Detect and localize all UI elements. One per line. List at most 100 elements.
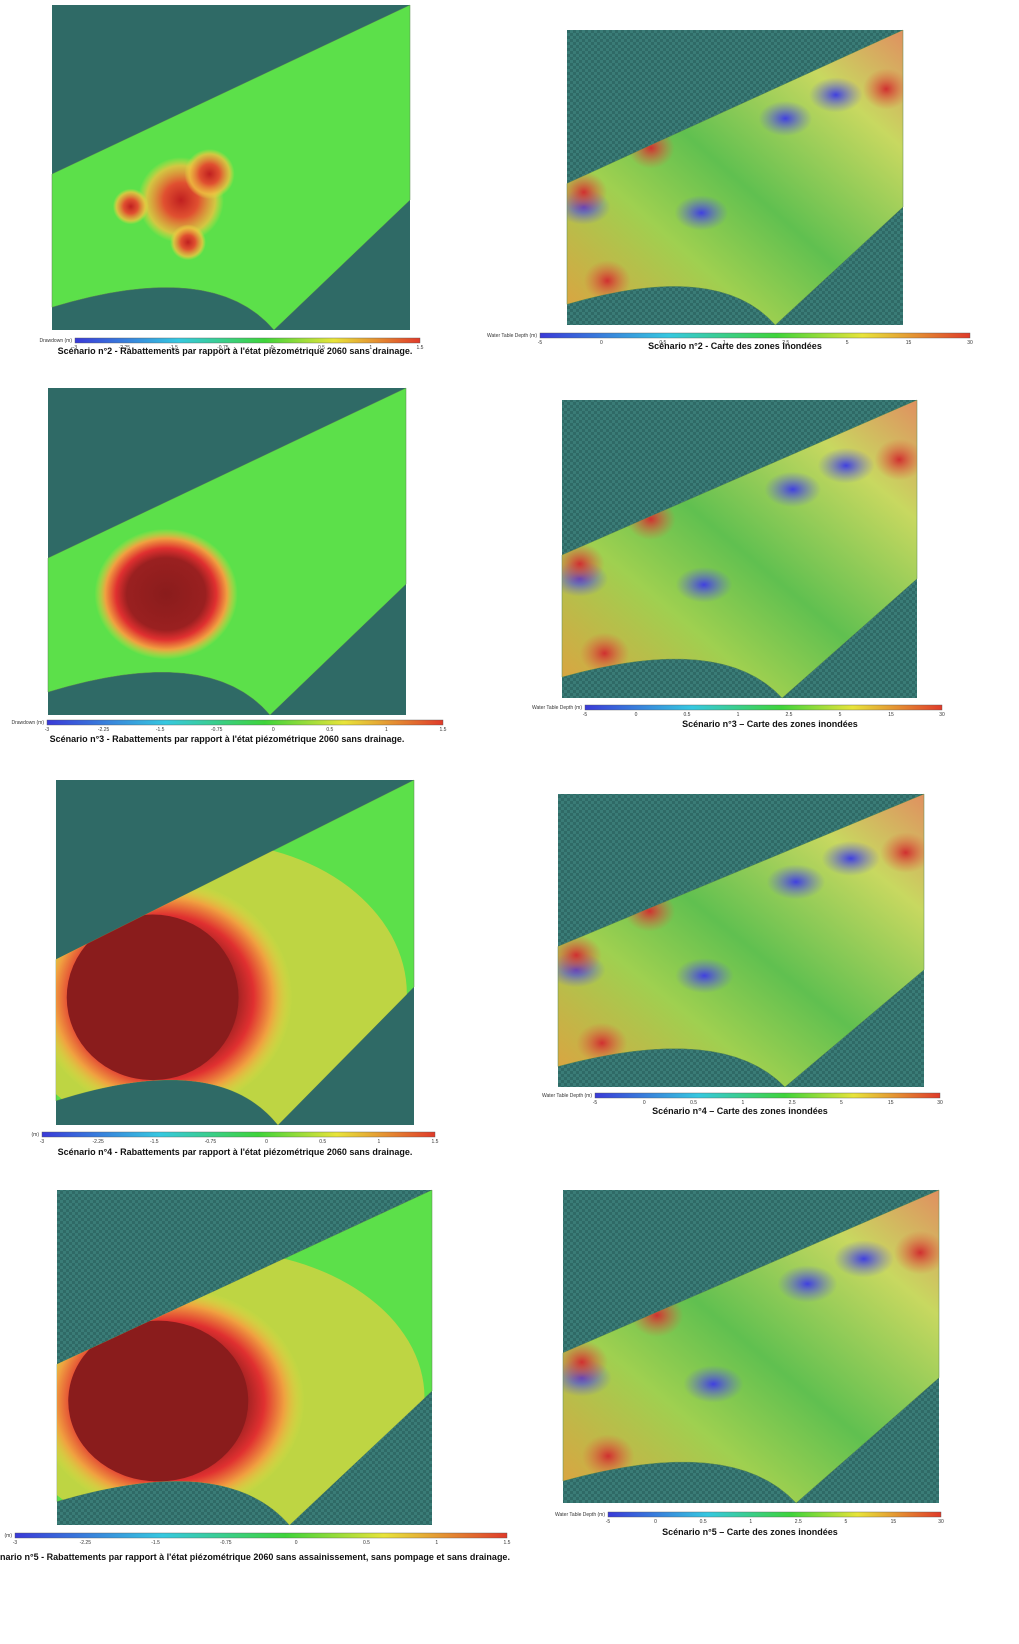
tick-label: 0: [635, 712, 638, 718]
tick-label: 1: [385, 727, 388, 733]
tick-label: 0: [654, 1519, 657, 1525]
dry-zone: [863, 68, 910, 109]
tick-label: -1.5: [156, 727, 165, 733]
tick-label: -3: [40, 1139, 45, 1145]
tick-label: 0.5: [684, 712, 691, 718]
tick-label: 1.5: [417, 345, 424, 351]
tick-label: 0.5: [319, 1139, 326, 1145]
caption: Scénario n°4 – Carte des zones inondées: [652, 1106, 828, 1116]
tick-label: 0: [272, 727, 275, 733]
flood-zone: [676, 567, 733, 603]
map-panel: Drawdown (m)-3 -2.25 -1.5 -0.75 0 0.5 1 1.5 Scén…: [11, 388, 446, 744]
tick-label: -2.25: [92, 1139, 104, 1145]
flood-zone: [777, 1265, 837, 1303]
flood-zone: [767, 864, 826, 899]
tick-label: 1.5: [440, 727, 447, 733]
tick-label: 15: [906, 340, 912, 346]
tick-label: -2.25: [80, 1540, 92, 1546]
drawdown-zone: [95, 529, 238, 660]
tick-label: -0.75: [211, 727, 223, 733]
tick-label: 15: [888, 1100, 894, 1106]
tick-label: 0.5: [363, 1540, 370, 1546]
tick-label: 30: [937, 1100, 943, 1106]
figure-page: Drawdown (m)-3-2.25-1.5-0.7500.511.5Scén…: [0, 0, 1019, 1644]
flood-zone: [809, 77, 863, 112]
tick-label: 30: [939, 712, 945, 718]
dry-zone: [880, 832, 931, 873]
tick-label: -0.75: [205, 1139, 217, 1145]
tick-label: 1: [377, 1139, 380, 1145]
colorbar: [585, 705, 942, 710]
caption: Scénario n°3 - Rabattements par rapport …: [50, 734, 405, 744]
tick-label: -5: [593, 1100, 598, 1106]
flood-zone: [764, 472, 821, 508]
overlay: [95, 529, 238, 660]
tick-label: -0.75: [220, 1540, 232, 1546]
tick-label: 0: [265, 1139, 268, 1145]
tick-label: -5: [606, 1519, 611, 1525]
legend-title: Water Table Depth (m): [487, 333, 537, 339]
tick-label: 0: [643, 1100, 646, 1106]
flood-zone: [675, 195, 729, 230]
legend-title: Drawdown (m): [39, 338, 72, 344]
tick-label: 0.5: [326, 727, 333, 733]
tick-label: 2.5: [786, 712, 793, 718]
tick-label: 5: [846, 340, 849, 346]
legend-title: Drawdown (m): [11, 720, 44, 726]
legend-title: Water Table Depth (m): [555, 1512, 605, 1518]
tick-label: 0: [600, 340, 603, 346]
tick-label: 0.5: [700, 1519, 707, 1525]
drawdown-zone: [170, 224, 206, 260]
flood-zone: [759, 101, 813, 136]
caption: Scénario n°3 – Carte des zones inondées: [682, 719, 858, 729]
caption: Scénario n°2 - Carte des zones inondées: [648, 341, 822, 351]
map-panel: (m)-3 -2.25 -1.5 -0.75 0 0.5 1 1.5 Scénario n°4 …: [6, 780, 439, 1157]
tick-label: -3: [45, 727, 50, 733]
tick-label: -2.25: [98, 727, 110, 733]
tick-label: 1.5: [432, 1139, 439, 1145]
legend-title: Water Table Depth (m): [542, 1093, 592, 1099]
tick-label: 1.5: [504, 1540, 511, 1546]
tick-label: -1.5: [151, 1540, 160, 1546]
map-panel: Drawdown (m)-3-2.25-1.5-0.7500.511.5Scén…: [39, 5, 423, 356]
tick-label: 30: [967, 340, 973, 346]
colorbar: [595, 1093, 940, 1098]
tick-label: 0: [295, 1540, 298, 1546]
tick-label: -5: [583, 712, 588, 718]
drawdown-zone: [113, 189, 149, 225]
tick-label: -3: [13, 1540, 18, 1546]
tick-label: 15: [891, 1519, 897, 1525]
colorbar: [42, 1132, 435, 1137]
flood-zone: [675, 958, 734, 993]
caption: nario n°5 - Rabattements par rapport à l…: [0, 1552, 510, 1562]
tick-label: -1.5: [150, 1139, 159, 1145]
tick-label: -5: [538, 340, 543, 346]
legend-title: (m): [5, 1533, 13, 1539]
colorbar: [75, 338, 420, 343]
flood-zone: [822, 841, 881, 876]
tick-label: 15: [888, 712, 894, 718]
colorbar: [608, 1512, 941, 1517]
flood-zone: [683, 1365, 743, 1403]
colorbar: [15, 1533, 507, 1538]
tick-label: 1: [435, 1540, 438, 1546]
caption: Scénario n°4 - Rabattements par rapport …: [58, 1147, 413, 1157]
flood-zone: [834, 1240, 894, 1278]
tick-label: 2.5: [795, 1519, 802, 1525]
tick-label: 1: [749, 1519, 752, 1525]
flood-zone: [818, 448, 875, 484]
dry-zone: [874, 439, 924, 481]
colorbar: [47, 720, 443, 725]
tick-label: 1: [737, 712, 740, 718]
map-panel: (m)-3 -2.25 -1.5 -0.75 0 0.5 1 1.5 nario n°5 - R…: [0, 1190, 511, 1562]
caption: Scénario n°2 - Rabattements par rapport …: [58, 346, 413, 356]
legend-title: (m): [32, 1132, 40, 1138]
tick-label: 30: [938, 1519, 944, 1525]
drawdown-zone: [184, 149, 234, 199]
tick-label: 5: [839, 712, 842, 718]
dry-zone: [894, 1231, 947, 1275]
